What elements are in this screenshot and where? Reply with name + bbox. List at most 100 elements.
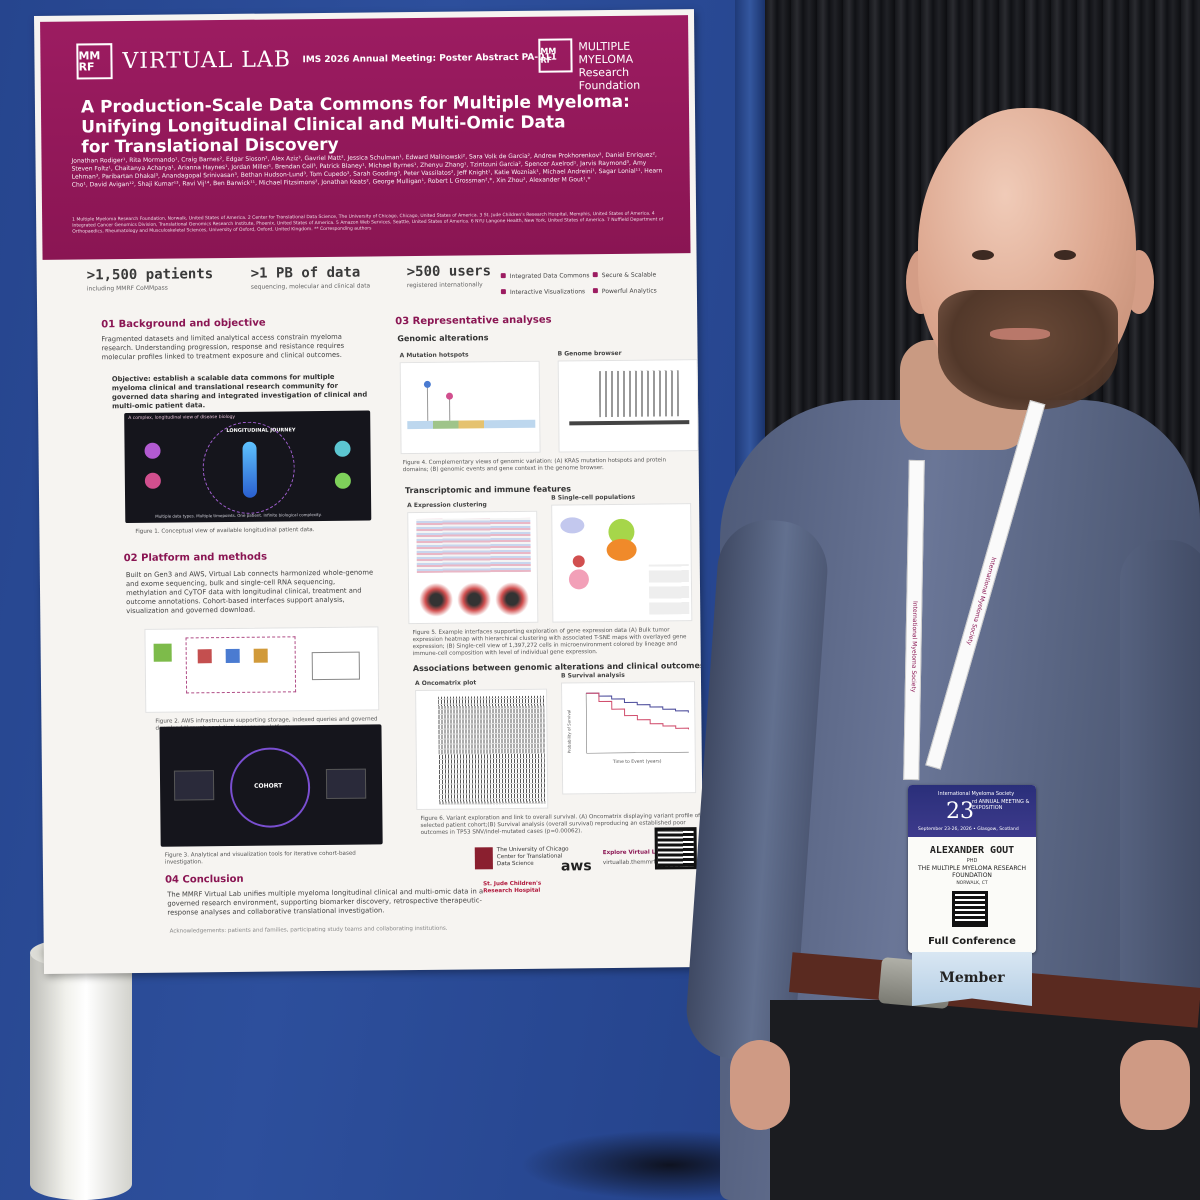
single-cell-plot — [551, 503, 693, 623]
survival-y-label: Probability of Survival — [566, 710, 571, 754]
expression-heatmap — [407, 510, 539, 625]
eye — [972, 250, 994, 260]
feature-item: Interactive Visualizations — [501, 288, 585, 296]
poster-tube — [30, 938, 132, 1200]
poster-banner: MM RF VIRTUAL LAB IMS 2026 Annual Meetin… — [40, 15, 691, 260]
heatmap-cells — [416, 517, 531, 574]
genomic-title: Genomic alterations — [397, 333, 489, 344]
figure-1-caption: Figure 1. Conceptual view of available l… — [135, 527, 315, 535]
uchicago-shield — [474, 847, 493, 870]
genome-browser-label: B Genome browser — [557, 349, 622, 358]
section-01-objective: Objective: establish a scalable data com… — [111, 372, 368, 411]
feature-item: Integrated Data Commons — [501, 272, 590, 280]
stat-caption: sequencing, molecular and clinical data — [250, 282, 371, 291]
cell-cluster — [572, 555, 585, 568]
protein-domain-bar — [407, 419, 536, 430]
mutation-hotspots-label: A Mutation hotspots — [399, 351, 469, 360]
figure-1-title: A complex, longitudinal view of disease … — [128, 414, 236, 422]
lollipop-stem — [426, 384, 429, 421]
figure-1-footer: Multiple data types. Multiple timepoints… — [155, 512, 322, 519]
lollipop-head — [445, 392, 454, 400]
badge-meeting: rd ANNUAL MEETING & EXPOSITION — [972, 799, 1030, 811]
acknowledgements: Acknowledgements: patients and families,… — [169, 925, 448, 935]
gene-track — [569, 420, 690, 426]
feature-item: Powerful Analytics — [593, 287, 657, 295]
badge-name: ALEXANDER GOUT — [929, 845, 1015, 856]
stjude-logo-text: St. Jude Children's Research Hospital — [483, 880, 542, 895]
survival-axes — [585, 693, 689, 754]
section-02-title: 02 Platform and methods — [123, 551, 268, 565]
right-hand — [1120, 1040, 1190, 1130]
badge-dates: September 23-26, 2026 • Glasgow, Scotlan… — [918, 827, 1019, 832]
cohort-label: COHORT — [254, 782, 283, 790]
mutation-hotspots-plot — [399, 360, 541, 455]
lollipop-stem — [449, 396, 451, 421]
figure-3-caption: Figure 3. Analytical and visualization t… — [164, 850, 356, 866]
presenter — [683, 100, 1200, 1200]
stats-row: >1,500 patients including MMRF CoMMpass … — [87, 261, 687, 307]
lanyard-text: International Myeloma Society — [909, 600, 919, 693]
cell-cluster — [560, 517, 585, 534]
association-title: Associations between genomic alterations… — [412, 661, 704, 674]
stat-users: >500 users registered internationally — [407, 263, 492, 289]
tool-panel — [325, 768, 367, 799]
oncomatrix-plot — [415, 688, 549, 811]
author-list: Jonathan Rodiger¹, Rita Mormando¹, Craig… — [71, 151, 663, 189]
beard — [938, 290, 1118, 410]
section-02-text: Built on Gen3 and AWS, Virtual Lab conne… — [125, 568, 374, 616]
lollipop-head — [423, 380, 431, 388]
genome-browser-plot — [557, 359, 699, 453]
data-node — [334, 440, 351, 457]
section-01-title: 01 Background and objective — [101, 317, 266, 331]
marker-panels — [648, 564, 690, 615]
survival-label: B Survival analysis — [560, 671, 625, 680]
cell-cluster — [606, 538, 637, 562]
transcript-title: Transcriptomic and immune features — [404, 484, 572, 496]
stat-data: >1 PB of data sequencing, molecular and … — [250, 264, 371, 291]
stat-value: >1,500 patients — [86, 266, 214, 284]
tool-panel — [173, 770, 215, 801]
badge-society: International Myeloma Society — [938, 791, 1015, 797]
meeting-line: IMS 2026 Annual Meeting: Poster Abstract… — [302, 52, 557, 66]
section-04-title: 04 Conclusion — [164, 873, 244, 886]
journey-label: LONGITUDINAL JOURNEY — [226, 427, 296, 435]
badge-qr-code — [952, 891, 988, 927]
aws-service-icon — [197, 649, 212, 664]
stat-caption: including MMRF CoMMpass — [86, 284, 168, 293]
research-poster: MM RF VIRTUAL LAB IMS 2026 Annual Meetin… — [34, 9, 704, 974]
aws-service-icon — [153, 643, 172, 662]
badge-organization: THE MULTIPLE MYELOMA RESEARCH FOUNDATION — [918, 865, 1026, 879]
member-ribbon: Member — [912, 952, 1032, 1006]
mmrf-logo: MM RF — [538, 38, 573, 73]
survival-curve — [586, 692, 690, 730]
badge-header: International Myeloma Society 23 rd ANNU… — [908, 785, 1036, 837]
section-04-text: The MMRF Virtual Lab unifies multiple my… — [167, 887, 484, 917]
left-hand — [730, 1040, 790, 1130]
mmrf-name: MULTIPLE MYELOMA Research Foundation — [578, 39, 641, 93]
aws-service-icon — [225, 648, 240, 664]
tsne-map — [418, 582, 454, 617]
feature-item: Secure & Scalable — [593, 271, 656, 279]
user-screen-icon — [311, 651, 360, 681]
section-01-text: Fragmented datasets and limited analytic… — [101, 332, 345, 362]
tsne-map — [456, 582, 492, 617]
data-node — [334, 472, 351, 489]
poster-qr-code — [654, 827, 697, 870]
data-node — [144, 442, 161, 459]
tsne-map — [494, 581, 530, 617]
figure-3: COHORT — [159, 724, 383, 847]
virtual-lab-brand: VIRTUAL LAB — [122, 47, 292, 75]
eye — [1054, 250, 1076, 260]
body-figure — [242, 441, 258, 498]
survival-plot: Probability of Survival Time to Event (ye… — [561, 681, 697, 795]
stat-value: >500 users — [406, 263, 492, 281]
figure-1: A complex, longitudinal view of disease … — [124, 410, 372, 524]
badge-registration-type: Full Conference — [928, 936, 1016, 947]
data-node — [144, 472, 161, 489]
oncomatrix-grid — [438, 695, 546, 805]
survival-chart: Probability of Survival Time to Event (ye… — [566, 692, 690, 765]
right-arm — [1120, 540, 1200, 1060]
figure-5-caption: Figure 5. Example interfaces supporting … — [412, 627, 687, 658]
section-03-title: 03 Representative analyses — [395, 314, 552, 328]
